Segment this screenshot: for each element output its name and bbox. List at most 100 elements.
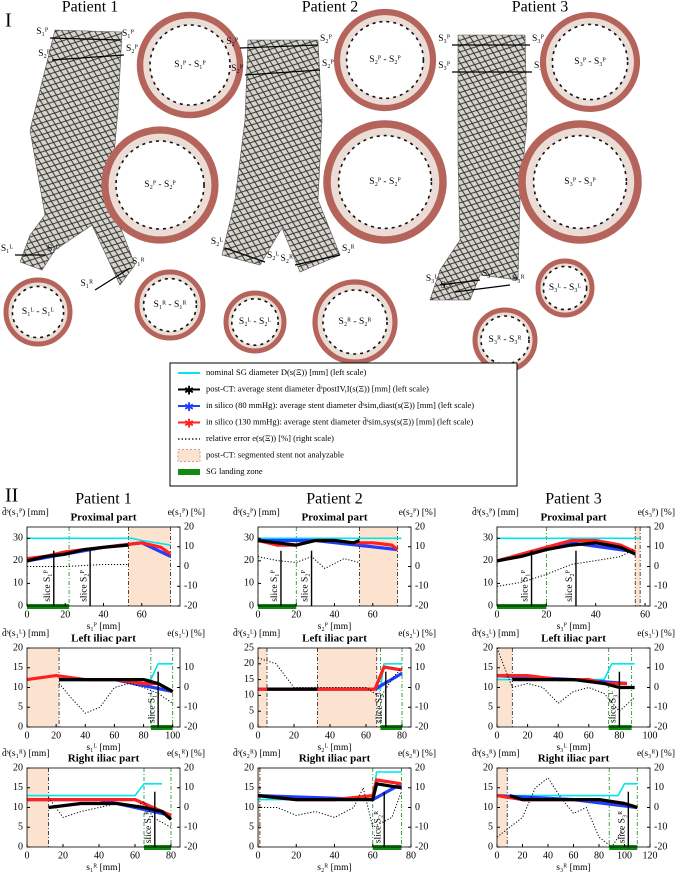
slice-label: S₂ᴾ	[126, 44, 138, 54]
section-label: S₂ᴾ - S₂ᴾ	[144, 180, 175, 190]
y-tick-label: 10	[483, 682, 493, 693]
y-tick-label: 5	[249, 822, 254, 833]
landing-zone	[608, 725, 632, 730]
patient-title: Patient 1	[62, 0, 118, 16]
section-label: S₃ᴸ - S₃ᴸ	[549, 283, 582, 293]
slice-label: S₂ᴿ	[281, 254, 294, 264]
diameter-line	[496, 538, 636, 563]
diameter-line	[27, 537, 171, 546]
stent-ring	[142, 277, 198, 333]
x-tick-label: 0	[256, 730, 261, 741]
slice-line	[244, 69, 321, 76]
slice-label: slice S₁ᴾ	[43, 570, 53, 602]
y-tick-label: 15	[244, 674, 254, 685]
y2-tick-label: 0	[415, 682, 420, 693]
y2-tick-label: 20	[415, 521, 425, 532]
y2-tick-label: -10	[184, 822, 197, 833]
not-analyzable-region	[497, 768, 508, 847]
diameter-line	[496, 541, 636, 563]
stent-ring	[551, 23, 629, 101]
y2-axis-label: e(s₂ᴸ) [%]	[398, 628, 436, 639]
slice-label: slice S₂ᴾ	[301, 570, 311, 602]
slice-label: slice S₁ᴿ	[144, 811, 154, 843]
x-axis-label: s₂ᴾ [mm]	[318, 622, 352, 632]
y-tick-label: 10	[13, 802, 23, 813]
diameter-line	[59, 678, 174, 693]
y-tick-label: 20	[13, 642, 23, 653]
legend-box	[169, 362, 518, 487]
y-axis-label: d̄ˢ(s₁ᴿ) [mm]	[2, 747, 49, 759]
x-tick-label: 40	[591, 609, 601, 620]
x-tick-label: 100	[165, 730, 180, 741]
x-tick-label: 40	[553, 730, 563, 741]
error-line	[58, 683, 173, 714]
y2-axis-label: e(s₃ᴾ) [%]	[638, 507, 675, 518]
slice-label: S₃ᴾ	[534, 61, 546, 71]
x-tick-label: 0	[256, 609, 261, 620]
x-tick-label: 100	[617, 850, 632, 861]
x-tick-label: 80	[139, 730, 149, 741]
chart-title: Proximal part	[301, 512, 367, 524]
y-tick-label: 30	[13, 533, 23, 544]
stent-ring	[532, 134, 628, 230]
slice-label: S₃ᴸ	[482, 269, 495, 279]
x-tick-label: 20	[518, 850, 528, 861]
section-label: S₁ᴿ - S₁ᴿ	[154, 300, 187, 310]
stent-ring	[149, 24, 231, 106]
slice-label: S₁ᴿ	[81, 279, 94, 289]
y-tick-label: 0	[249, 841, 254, 852]
slice-label: S₁ᴾ	[36, 27, 48, 37]
x-tick-label: 40	[99, 609, 109, 620]
slice-label: S₃ᴿ	[441, 281, 454, 291]
slice-label: S₃ᴾ	[532, 34, 544, 44]
y2-tick-label: -20	[654, 600, 667, 611]
y2-axis-label: e(s₂ᴿ) [%]	[398, 748, 436, 759]
y-tick-label: 0	[18, 841, 23, 852]
landing-zone	[372, 845, 402, 850]
y-tick-label: 5	[18, 822, 23, 833]
patient-title: Patient 3	[512, 0, 568, 16]
y2-tick-label: 20	[415, 762, 425, 773]
y-axis-label: d̄ˢ(s₁ᴸ) [mm]	[2, 627, 49, 639]
y2-tick-label: 20	[654, 642, 664, 653]
slice-label: S₁ᴾ	[122, 29, 134, 39]
x-axis-label: s₃ᴾ [mm]	[557, 622, 591, 632]
stent-ring	[115, 140, 205, 230]
slice-label: S₂ᴾ	[38, 49, 50, 59]
x-tick-label: 60	[640, 609, 650, 620]
y-tick-label: 20	[244, 555, 254, 566]
slice-label: S₃ᴸ	[426, 274, 439, 284]
x-tick-label: 20	[523, 730, 533, 741]
legend-label: relative error e(s(Ξ)) [%] (right scale)	[206, 433, 334, 443]
y2-tick-label: 10	[415, 782, 425, 793]
x-tick-label: 60	[361, 730, 371, 741]
patient-title: Patient 3	[545, 491, 601, 508]
x-tick-label: 0	[495, 850, 500, 861]
y-tick-label: 20	[483, 642, 493, 653]
legend-marker: ✱	[184, 400, 194, 414]
y2-tick-label: -10	[184, 702, 197, 713]
x-tick-label: 20	[58, 850, 68, 861]
y-tick-label: 15	[13, 782, 23, 793]
y2-tick-label: 20	[184, 521, 194, 532]
slice-label: S₂ᴸ	[267, 251, 280, 261]
x-tick-label: 0	[25, 730, 30, 741]
section-label: S₃ᴿ - S₃ᴿ	[489, 335, 522, 345]
y-axis-label: d̄ˢ(s₂ᴿ) [mm]	[233, 747, 280, 759]
slice-label: slice S₁ᴾ	[270, 570, 280, 602]
x-tick-label: 60	[109, 730, 119, 741]
section-label: S₁ᴸ - S₁ᴸ	[22, 307, 55, 317]
y-tick-label: 10	[483, 578, 493, 589]
chart-title: Right iliac part	[299, 753, 371, 765]
x-tick-label: 0	[256, 850, 261, 861]
x-axis-label: s₃ᴸ [mm]	[556, 743, 590, 753]
patient-title: Patient 2	[302, 0, 358, 16]
y2-tick-label: -10	[184, 581, 197, 592]
legend-label: SG landing zone	[206, 466, 263, 476]
y2-tick-label: -20	[184, 721, 197, 732]
stent-ring	[345, 20, 425, 100]
y-tick-label: 10	[13, 578, 23, 589]
x-tick-label: 100	[643, 730, 658, 741]
error-line	[48, 797, 172, 828]
slice-label: S₁ᴿ	[132, 257, 145, 267]
